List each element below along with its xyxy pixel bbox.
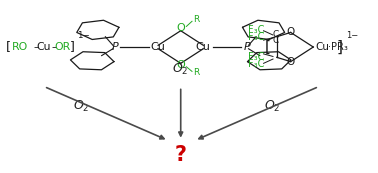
Text: Cu: Cu xyxy=(196,42,211,52)
Text: F₃C: F₃C xyxy=(248,32,264,42)
Text: –: – xyxy=(34,42,39,52)
Text: RO: RO xyxy=(11,42,28,52)
Text: O: O xyxy=(177,23,185,33)
Text: F₃C: F₃C xyxy=(248,25,264,35)
Text: $O_2$: $O_2$ xyxy=(73,99,90,114)
Text: P: P xyxy=(243,42,250,52)
Text: O: O xyxy=(177,60,185,70)
Text: C: C xyxy=(273,30,279,39)
Text: Cu: Cu xyxy=(151,42,166,52)
Text: [: [ xyxy=(264,39,270,54)
FancyArrowPatch shape xyxy=(179,89,183,136)
Text: ?: ? xyxy=(175,145,187,165)
Text: P: P xyxy=(112,42,118,52)
Text: 1−: 1− xyxy=(77,31,90,40)
FancyArrowPatch shape xyxy=(46,88,164,139)
Text: R: R xyxy=(193,68,199,77)
Text: C: C xyxy=(273,36,279,45)
Text: ]: ] xyxy=(337,39,342,54)
Text: F₃C: F₃C xyxy=(248,52,264,62)
Text: F₃C: F₃C xyxy=(248,59,264,69)
Text: R: R xyxy=(193,15,199,24)
Text: Cu: Cu xyxy=(315,42,329,52)
Text: ·PR₃: ·PR₃ xyxy=(328,42,348,52)
Text: Cu: Cu xyxy=(37,42,51,52)
Text: ]: ] xyxy=(70,40,75,53)
Text: –: – xyxy=(52,42,57,52)
Text: 1−: 1− xyxy=(346,31,359,40)
FancyArrowPatch shape xyxy=(199,88,316,139)
Text: $O_2$: $O_2$ xyxy=(172,62,189,77)
Text: O: O xyxy=(287,28,295,37)
Text: OR: OR xyxy=(54,42,70,52)
Text: O: O xyxy=(287,57,295,67)
Text: $O_2$: $O_2$ xyxy=(263,99,280,114)
Text: [: [ xyxy=(6,40,11,53)
